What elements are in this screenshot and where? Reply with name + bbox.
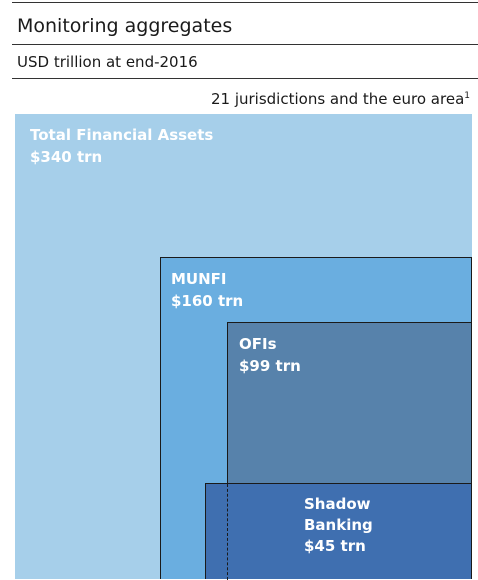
shadow-banking-label: Shadow Banking $45 trn: [304, 494, 394, 557]
top-rule: [12, 2, 478, 3]
total-financial-assets-name: Total Financial Assets: [30, 126, 214, 144]
page-title: Monitoring aggregates: [17, 15, 233, 37]
ofis-label: OFIs $99 trn: [239, 333, 301, 377]
munfi-label: MUNFI $160 trn: [171, 268, 243, 312]
scope-label: 21 jurisdictions and the euro area1: [211, 90, 470, 108]
scope-footnote-marker: 1: [464, 91, 470, 101]
shadow-banking-box: Shadow Banking $45 trn: [205, 483, 472, 580]
ofis-overlap-dashed-line: [227, 484, 228, 580]
total-financial-assets-value: $340 trn: [30, 148, 103, 166]
munfi-value: $160 trn: [171, 292, 244, 310]
scope-text: 21 jurisdictions and the euro area: [210, 90, 465, 108]
munfi-name: MUNFI: [171, 270, 227, 288]
subtitle: USD trillion at end-2016: [17, 53, 198, 71]
ofis-value: $99 trn: [239, 357, 301, 375]
ofis-name: OFIs: [239, 335, 277, 353]
total-financial-assets-label: Total Financial Assets $340 trn: [30, 124, 213, 168]
subtitle-rule: [12, 78, 478, 79]
title-rule: [12, 44, 478, 45]
shadow-banking-name: Shadow Banking: [304, 495, 373, 534]
shadow-banking-value: $45 trn: [304, 537, 366, 555]
